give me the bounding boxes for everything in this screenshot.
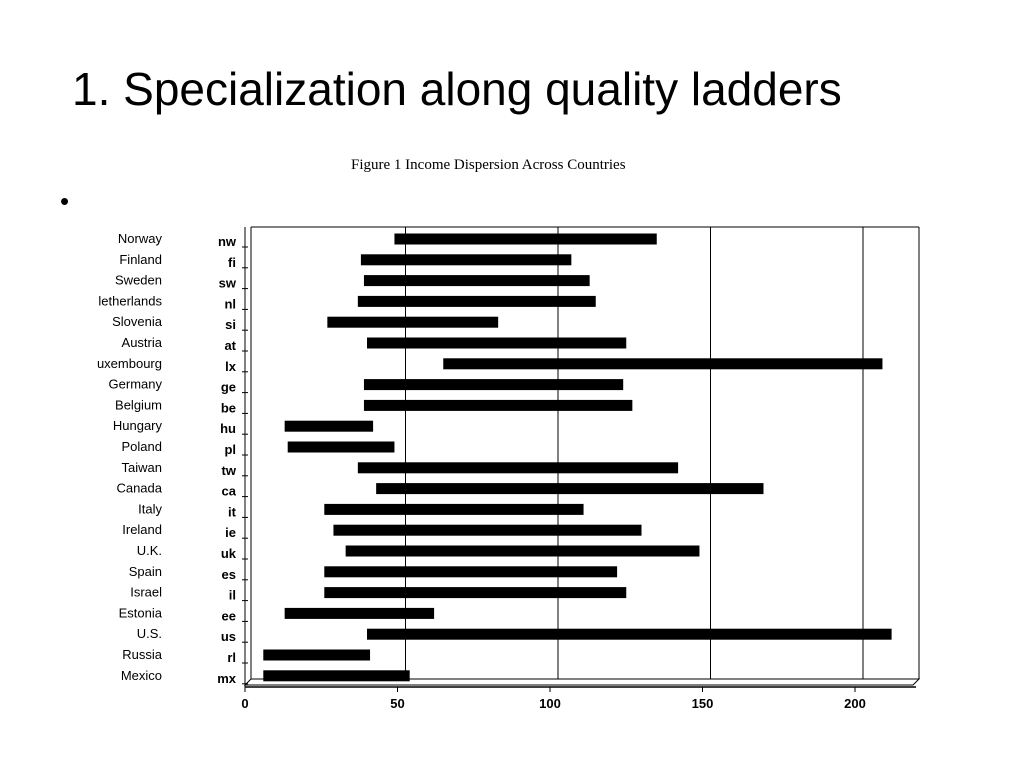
country-label: Estonia [119, 605, 163, 620]
range-bar [367, 337, 627, 349]
country-label: Taiwan [122, 460, 162, 475]
country-label: Poland [122, 439, 162, 454]
country-code-label: nl [224, 296, 236, 311]
range-bar [345, 545, 700, 557]
range-bar [363, 399, 633, 411]
plot-floor [243, 678, 921, 686]
country-label: Sweden [115, 273, 162, 288]
country-label: Israel [130, 585, 162, 600]
country-code-label: ca [222, 484, 237, 499]
range-bar [363, 275, 590, 287]
country-code-label: si [225, 317, 236, 332]
country-code-label: es [222, 567, 236, 582]
x-tick-label-100: 100 [539, 696, 561, 711]
country-label: Spain [129, 564, 162, 579]
country-code-label: rl [227, 650, 236, 665]
country-label: letherlands [98, 293, 162, 308]
country-label: Finland [119, 252, 162, 267]
range-bar [363, 379, 624, 391]
country-code-label: us [221, 629, 236, 644]
range-bar [443, 358, 883, 370]
range-bar [263, 649, 371, 661]
country-code-label: mx [217, 671, 237, 686]
country-label: Germany [109, 377, 163, 392]
range-bar [287, 441, 395, 453]
range-bar [284, 607, 435, 619]
country-code-label: it [228, 504, 237, 519]
range-bar [263, 670, 410, 682]
country-label: Belgium [115, 397, 162, 412]
country-label: U.K. [137, 543, 162, 558]
range-bar [333, 524, 642, 536]
range-bar [327, 316, 499, 328]
range-bar [376, 483, 764, 495]
country-code-label: sw [219, 276, 237, 291]
country-code-label: uk [221, 546, 237, 561]
country-label: uxembourg [97, 356, 162, 371]
country-label: Canada [116, 481, 162, 496]
range-bar [394, 233, 657, 245]
country-code-label: ie [225, 525, 236, 540]
range-bar [357, 295, 596, 307]
country-code-label: il [229, 588, 236, 603]
country-label: Ireland [122, 522, 162, 537]
bullet-marker: • [60, 186, 70, 216]
country-code-label: ee [222, 608, 236, 623]
country-code-label: pl [224, 442, 236, 457]
range-bar [324, 587, 627, 599]
country-label: U.S. [137, 626, 162, 641]
country-label: Mexico [121, 668, 162, 683]
country-label: Austria [122, 335, 163, 350]
slide-title: 1. Specialization along quality ladders [72, 63, 842, 115]
x-tick-label-200: 200 [844, 696, 866, 711]
range-bar [324, 566, 618, 578]
country-label: Slovenia [112, 314, 163, 329]
x-tick-label-150: 150 [692, 696, 714, 711]
country-label: Hungary [113, 418, 163, 433]
country-code-label: fi [228, 255, 236, 270]
range-bar [357, 462, 679, 474]
range-bar [367, 628, 892, 640]
country-label: Norway [118, 231, 163, 246]
figure-caption: Figure 1 Income Dispersion Across Countr… [351, 157, 626, 173]
x-tick-label-50: 50 [390, 696, 404, 711]
range-bar [360, 254, 572, 266]
country-code-label: lx [225, 359, 237, 374]
country-code-label: hu [220, 421, 236, 436]
country-code-label: ge [221, 380, 236, 395]
x-tick-label-0: 0 [241, 696, 248, 711]
range-bar [284, 420, 374, 432]
country-label: Russia [122, 647, 163, 662]
country-code-label: be [221, 400, 236, 415]
country-code-label: at [224, 338, 236, 353]
country-code-label: nw [218, 234, 237, 249]
range-bar [324, 503, 584, 515]
country-label: Italy [138, 501, 162, 516]
country-code-label: tw [222, 463, 237, 478]
